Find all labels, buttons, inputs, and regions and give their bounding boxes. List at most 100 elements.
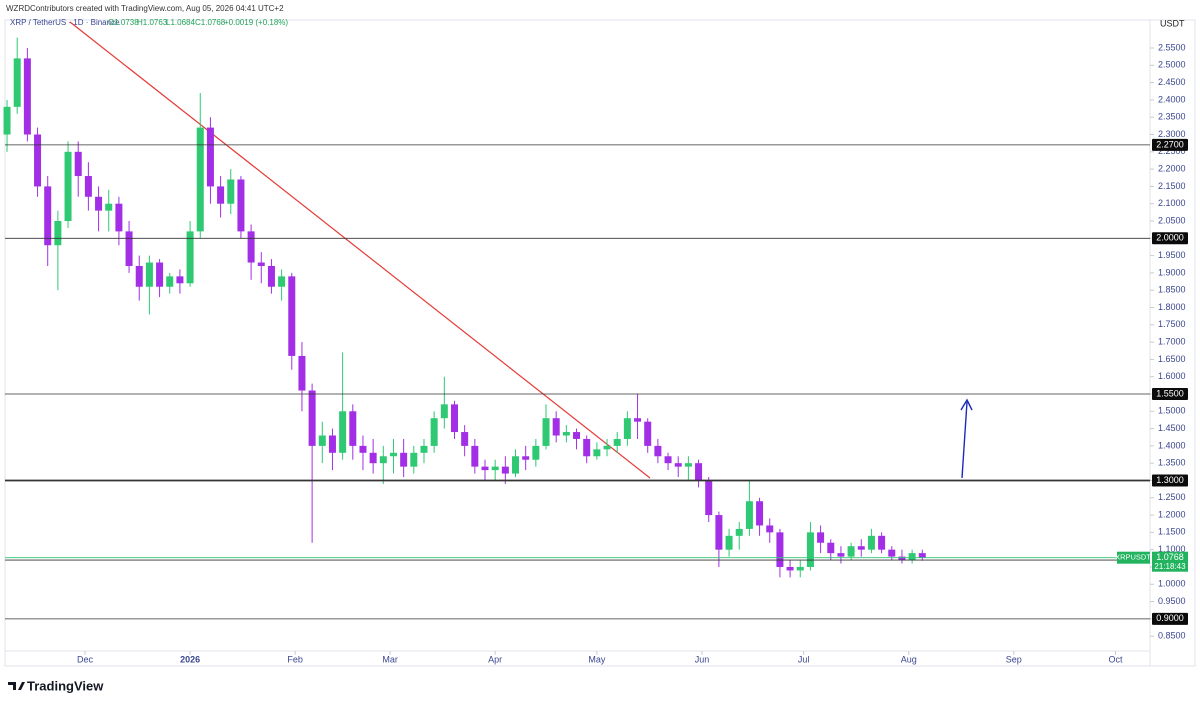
ohlc-high: H1.0763 bbox=[137, 18, 168, 27]
candle-body bbox=[278, 276, 286, 287]
level-label: 2.0000 bbox=[1156, 233, 1184, 243]
candle-body bbox=[23, 58, 31, 135]
candle-body bbox=[13, 58, 21, 107]
y-tick-label: 2.2000 bbox=[1158, 163, 1186, 173]
candle-body bbox=[339, 411, 347, 453]
y-tick-label: 1.4000 bbox=[1158, 440, 1186, 450]
candle-body bbox=[196, 127, 204, 232]
candle-body bbox=[298, 355, 306, 391]
candle-body bbox=[440, 404, 448, 419]
candle-body bbox=[857, 546, 865, 550]
candle-body bbox=[84, 176, 92, 197]
candle-body bbox=[227, 179, 235, 204]
y-tick-label: 2.3500 bbox=[1158, 112, 1186, 122]
x-tick-label: Apr bbox=[488, 654, 502, 664]
candle-body bbox=[237, 179, 245, 232]
price-tag-box bbox=[1152, 551, 1188, 572]
logo: TradingView bbox=[8, 678, 104, 693]
logo-icon bbox=[8, 682, 25, 690]
candle-body bbox=[837, 553, 845, 557]
candle-body bbox=[267, 265, 275, 287]
y-tick-label: 1.6000 bbox=[1158, 371, 1186, 381]
axis-unit: USDT bbox=[1160, 18, 1185, 28]
candle-body bbox=[206, 127, 214, 187]
candle-body bbox=[674, 463, 682, 467]
candle-body bbox=[776, 532, 784, 567]
candle-body bbox=[461, 432, 469, 446]
candle-body bbox=[898, 556, 906, 561]
candle-body bbox=[613, 438, 621, 446]
candle-body bbox=[827, 542, 835, 554]
candle-body bbox=[379, 456, 387, 464]
ohlc-close: C1.0768 bbox=[195, 18, 226, 27]
candle-body bbox=[491, 466, 499, 471]
logo-text: TradingView bbox=[27, 678, 104, 693]
candle-body bbox=[318, 435, 326, 446]
y-tick-label: 1.8500 bbox=[1158, 285, 1186, 295]
y-tick-label: 1.1500 bbox=[1158, 527, 1186, 537]
candle-body bbox=[257, 262, 265, 266]
candle-body bbox=[389, 452, 397, 457]
y-tick-label: 2.1000 bbox=[1158, 198, 1186, 208]
candle-body bbox=[95, 196, 103, 211]
candle-body bbox=[715, 515, 723, 550]
candle-body bbox=[817, 532, 825, 543]
candle-body bbox=[705, 480, 713, 516]
candle-body bbox=[166, 276, 174, 287]
candle-body bbox=[593, 449, 601, 457]
x-tick-label: Jun bbox=[695, 654, 710, 664]
candle-body bbox=[684, 463, 692, 467]
y-tick-label: 1.7500 bbox=[1158, 319, 1186, 329]
y-tick-label: 2.4000 bbox=[1158, 94, 1186, 104]
ohlc-open: O1.0738 bbox=[108, 18, 139, 27]
y-tick-label: 1.3500 bbox=[1158, 458, 1186, 468]
y-tick-label: 0.8500 bbox=[1158, 631, 1186, 641]
candle-body bbox=[481, 466, 489, 471]
candle-body bbox=[918, 553, 926, 558]
candle-body bbox=[501, 466, 509, 474]
candle-body bbox=[105, 203, 113, 211]
candle-body bbox=[156, 262, 164, 287]
candle-body bbox=[288, 276, 296, 356]
x-tick-label: 2026 bbox=[180, 654, 200, 664]
candle-body bbox=[430, 418, 438, 446]
candle-body bbox=[3, 106, 11, 135]
y-tick-label: 1.4500 bbox=[1158, 423, 1186, 433]
y-tick-label: 1.5000 bbox=[1158, 406, 1186, 416]
x-tick-label: May bbox=[588, 654, 606, 664]
y-tick-label: 1.9500 bbox=[1158, 250, 1186, 260]
y-tick-label: 0.9500 bbox=[1158, 596, 1186, 606]
candle-body bbox=[328, 435, 336, 453]
candle-body bbox=[552, 418, 560, 436]
candle-body bbox=[867, 535, 875, 550]
y-tick-label: 2.5000 bbox=[1158, 60, 1186, 70]
candle-body bbox=[369, 452, 377, 464]
candle-body bbox=[634, 418, 642, 422]
level-label: 1.5500 bbox=[1156, 388, 1184, 398]
y-tick-label: 2.3000 bbox=[1158, 129, 1186, 139]
candle-body bbox=[532, 445, 540, 460]
candle-body bbox=[115, 203, 123, 232]
candle-body bbox=[186, 231, 194, 284]
candle-body bbox=[247, 231, 255, 263]
candle-body bbox=[756, 501, 764, 526]
candle-body bbox=[573, 432, 581, 439]
candle-body bbox=[745, 501, 753, 529]
y-tick-label: 1.9000 bbox=[1158, 267, 1186, 277]
y-tick-label: 1.8000 bbox=[1158, 302, 1186, 312]
candle-body bbox=[420, 445, 428, 453]
x-tick-label: Jul bbox=[798, 654, 810, 664]
arrow-head bbox=[960, 398, 973, 411]
level-label: 0.9000 bbox=[1156, 613, 1184, 623]
symbol-tag: XRPUSDT bbox=[1115, 553, 1151, 562]
candle-body bbox=[878, 535, 886, 550]
level-box bbox=[1152, 612, 1188, 625]
y-tick-label: 1.2000 bbox=[1158, 509, 1186, 519]
candle-body bbox=[450, 404, 458, 433]
x-tick-label: Mar bbox=[382, 654, 398, 664]
x-tick-label: Sep bbox=[1006, 654, 1022, 664]
x-tick-label: Aug bbox=[901, 654, 917, 664]
candle-body bbox=[125, 231, 133, 266]
y-tick-label: 1.2500 bbox=[1158, 492, 1186, 502]
